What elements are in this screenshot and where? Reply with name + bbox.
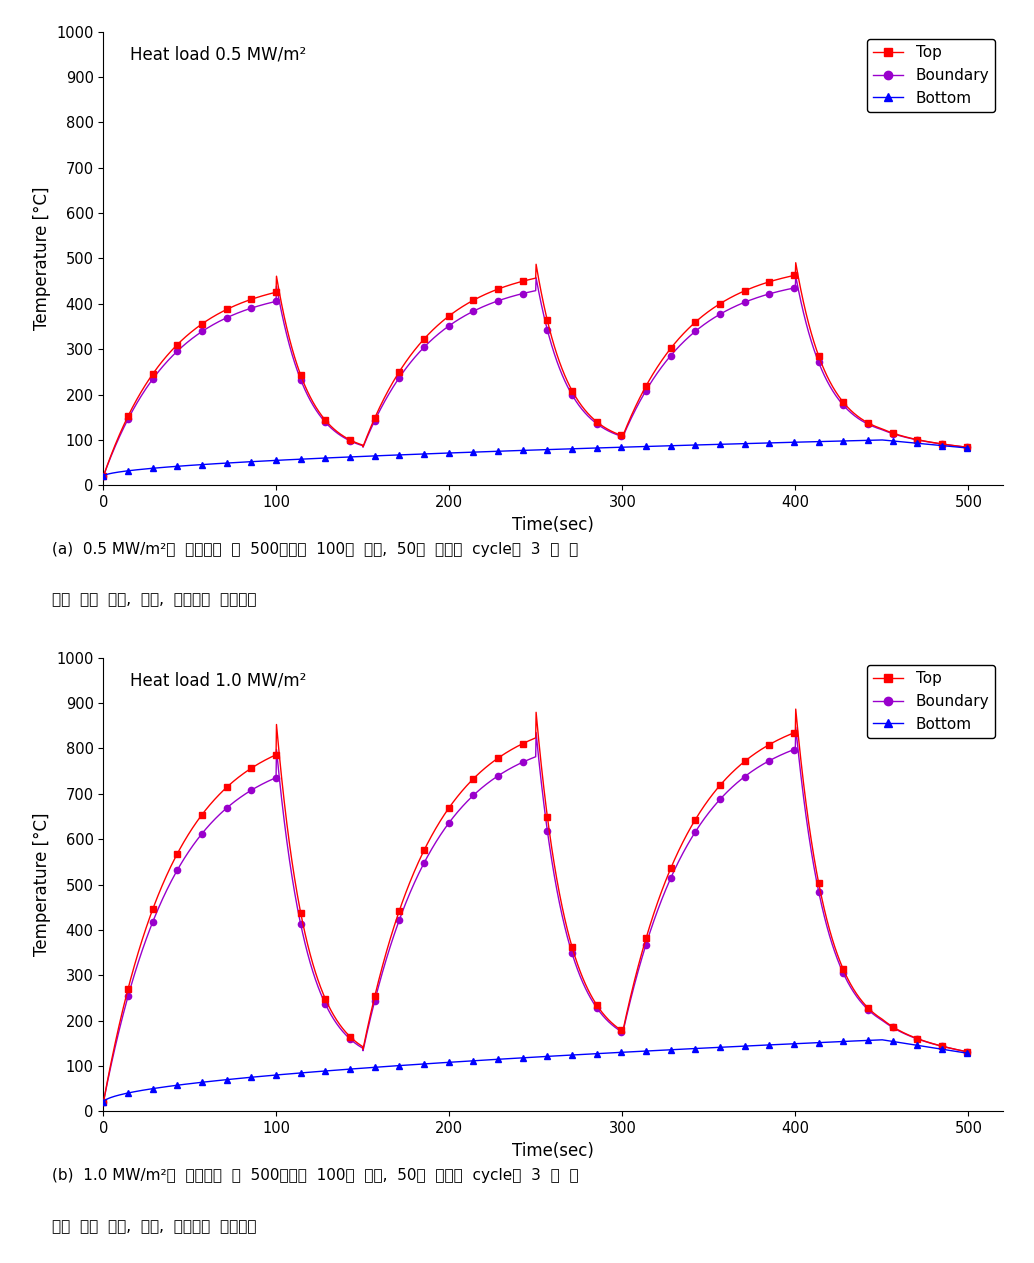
Text: Heat load 1.0 MW/m²: Heat load 1.0 MW/m² [130, 672, 307, 690]
Text: (a)  0.5 MW/m²의  열부하를  총  500초동안  100초  가열,  50초  냉각의  cycle을  3  회  반: (a) 0.5 MW/m²의 열부하를 총 500초동안 100초 가열, 50… [52, 542, 578, 557]
Y-axis label: Temperature [°C]: Temperature [°C] [33, 187, 51, 330]
Text: 복할  때의  상단,  경계,  바닥면의  온도변화: 복할 때의 상단, 경계, 바닥면의 온도변화 [52, 592, 256, 608]
X-axis label: Time(sec): Time(sec) [512, 515, 595, 533]
Text: Heat load 0.5 MW/m²: Heat load 0.5 MW/m² [130, 45, 307, 63]
Text: 복할  때의  상단,  경계,  바닥면의  온도변화: 복할 때의 상단, 경계, 바닥면의 온도변화 [52, 1219, 256, 1234]
Text: (b)  1.0 MW/m²의  열부하를  총  500초동안  100초  가열,  50초  냉각의  cycle을  3  회  반: (b) 1.0 MW/m²의 열부하를 총 500초동안 100초 가열, 50… [52, 1168, 578, 1183]
X-axis label: Time(sec): Time(sec) [512, 1142, 595, 1159]
Legend: Top, Boundary, Bottom: Top, Boundary, Bottom [866, 39, 996, 111]
Legend: Top, Boundary, Bottom: Top, Boundary, Bottom [866, 666, 996, 738]
Y-axis label: Temperature [°C]: Temperature [°C] [33, 813, 51, 956]
